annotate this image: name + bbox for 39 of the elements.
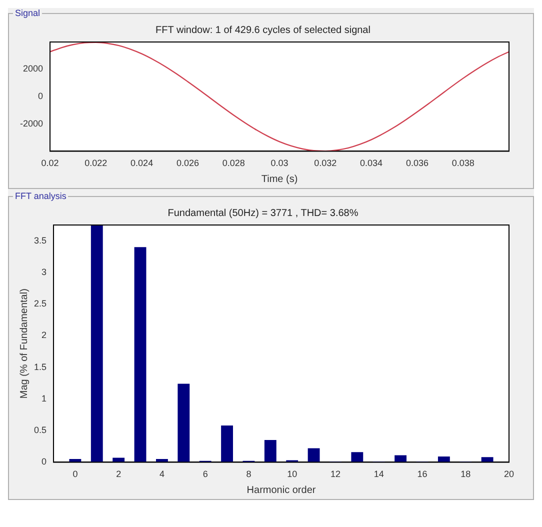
- x-tick-label: 0.03: [270, 158, 288, 168]
- x-tick-label: 2: [116, 469, 122, 480]
- x-axis-title: Harmonic order: [246, 484, 316, 496]
- y-tick-label: 0.5: [34, 425, 47, 436]
- text: Signal: [14, 8, 42, 18]
- x-tick-label: 0.036: [406, 158, 428, 168]
- x-tick-label: 0.02: [41, 158, 59, 168]
- x-tick-label: 12: [330, 469, 340, 480]
- y-tick-label: 2.5: [34, 298, 47, 309]
- y-tick-label: 2000: [22, 64, 44, 74]
- x-tick-label: 0: [72, 469, 78, 480]
- text: FFT analysis: [14, 191, 68, 201]
- y-tick-label: 1.5: [34, 362, 47, 372]
- x-tick-label: 0.028: [222, 158, 245, 168]
- x-tick-label: 10: [287, 469, 298, 480]
- y-axis-title: Mag (% of Fundamental): [18, 288, 30, 399]
- x-tick-label: 20: [504, 469, 514, 480]
- x-axis-title: Time (s): [261, 174, 298, 185]
- y-tick-label: 3: [41, 266, 47, 277]
- y-tick-label: 2: [41, 330, 47, 340]
- x-tick-label: 0.024: [130, 158, 154, 168]
- x-tick-label: 0.026: [176, 158, 199, 168]
- x-tick-label: 0.032: [314, 158, 337, 168]
- chart-title: Fundamental (50Hz) = 3771 , THD= 3.68%: [168, 208, 358, 219]
- x-tick-label: 14: [374, 469, 384, 480]
- x-tick-label: 0.038: [452, 158, 474, 168]
- y-tick-label: 0: [41, 456, 47, 467]
- x-tick-label: 0.034: [360, 158, 383, 168]
- y-tick-label: 1: [41, 393, 47, 404]
- x-tick-label: 16: [417, 469, 428, 480]
- y-tick-label: 3.5: [34, 235, 47, 246]
- x-tick-label: 4: [159, 469, 164, 480]
- y-tick-label: 0: [38, 91, 44, 102]
- y-tick-label: -2000: [20, 118, 44, 129]
- chart-title: FFT window: 1 of 429.6 cycles of selected signal: [156, 24, 370, 36]
- x-tick-label: 8: [246, 469, 252, 480]
- x-tick-label: 18: [460, 469, 471, 480]
- x-tick-label: 6: [202, 469, 208, 480]
- x-tick-label: 0.022: [84, 158, 108, 168]
